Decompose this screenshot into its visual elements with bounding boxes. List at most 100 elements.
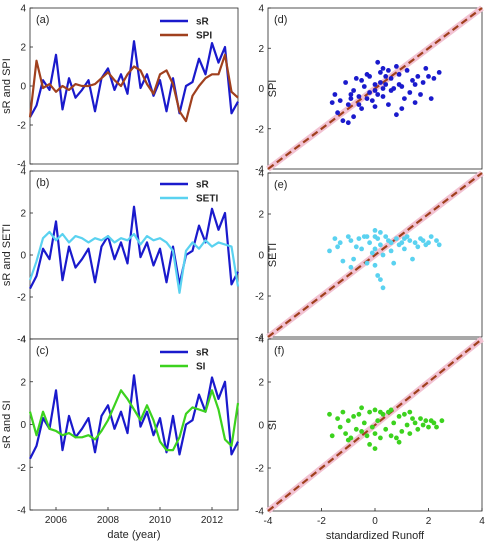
y-tick-label: -2 [255,124,264,135]
y-tick-label: 2 [20,209,26,220]
scatter-point [361,420,367,426]
scatter-point [404,68,410,73]
scatter-point [383,74,389,79]
series-line-sR [29,40,239,118]
scatter-point [343,80,348,85]
x-tick-label: 4 [479,516,485,527]
y-tick-label: 4 [20,335,26,346]
scatter-point [348,238,354,244]
scatter-point [369,424,375,430]
scatter-point [428,96,434,101]
scatter-point [420,238,426,244]
scatter-point [367,240,372,246]
scatter-point [372,104,378,109]
scatter-point [345,102,351,107]
scatter-point [372,234,378,240]
scatter-point [394,112,399,118]
legend-label-sR: sR [196,180,210,191]
scatter-point [410,256,415,262]
scatter-point [396,72,402,77]
scatter-point [372,407,378,413]
scatter-point [380,86,386,91]
scatter-point [369,250,375,256]
scatter-point [351,88,356,93]
scatter-point [431,76,437,81]
scatter-point [367,90,372,95]
y-tick-label: -4 [255,333,264,344]
scatter-point [345,234,351,240]
legend-label-SI: SI [196,362,206,373]
legend-label-SETI: SETI [196,194,218,205]
y-tick-label: 0 [20,251,26,262]
scatter-point [364,433,370,439]
scatter-point [418,92,423,97]
x-tick-label: -2 [317,516,326,527]
x-axis-label: date (year) [107,529,160,541]
scatter-point [353,76,359,81]
legend-label-sR: sR [196,17,210,28]
y-tick-label: 0 [258,251,264,262]
y-tick-label: -2 [17,293,26,304]
scatter-point [383,426,389,432]
y-axis-label: sR and SETI [1,224,13,286]
y-tick-label: 4 [258,335,264,346]
scatter-point [364,234,370,240]
scatter-point [394,64,399,69]
scatter-point [431,420,437,426]
scatter-point [380,285,386,291]
scatter-point [410,416,415,421]
scatter-point [372,431,378,436]
scatter-point [327,411,332,417]
scatter-point [367,74,372,79]
scatter-point [340,258,346,264]
scatter-point [372,88,378,93]
scatter-point [369,98,375,103]
scatter-point [361,84,367,89]
scatter-point [412,100,418,105]
scatter-point [351,256,356,262]
panel-label: (c) [36,345,49,357]
scatter-point [351,114,356,120]
scatter-point [337,424,343,430]
y-axis-label: SETI [267,243,279,267]
scatter-point [399,106,405,111]
scatter-point [375,92,381,97]
x-axis-label: standardized Runoff [326,530,425,542]
y-axis-label: sR and SPI [1,58,13,114]
scatter-point [359,106,364,111]
series-line-sR [29,374,239,460]
scatter-point [407,431,413,436]
scatter-point [402,411,407,417]
x-tick-label: -4 [264,516,273,527]
scatter-point [394,435,399,441]
scatter-point [388,76,394,81]
x-tick-label: 2008 [97,515,120,526]
y-tick-label: -4 [17,506,26,517]
series-line-SPI [28,53,239,123]
scatter-point [343,431,348,436]
scatter-point [372,446,378,451]
scatter-point [415,426,421,432]
y-axis-label: SI [267,420,279,430]
scatter-point [383,234,389,240]
legend-label-sR: sR [196,348,210,359]
scatter-point [407,409,413,415]
scatter-point [372,262,378,268]
scatter-point [359,246,364,252]
scatter-point [415,74,421,79]
x-tick-label: 0 [372,516,378,527]
scatter-point [337,240,343,246]
scatter-point [378,277,383,282]
y-tick-label: 2 [20,377,26,388]
scatter-point [420,80,426,85]
scatter-point [386,102,391,107]
y-tick-label: 4 [258,169,264,180]
scatter-point [380,94,386,99]
scatter-point [391,260,397,266]
scatter-point [412,82,418,87]
scatter-point [418,416,423,421]
scatter-point [378,409,383,415]
scatter-point [402,246,407,252]
scatter-point [388,433,394,439]
